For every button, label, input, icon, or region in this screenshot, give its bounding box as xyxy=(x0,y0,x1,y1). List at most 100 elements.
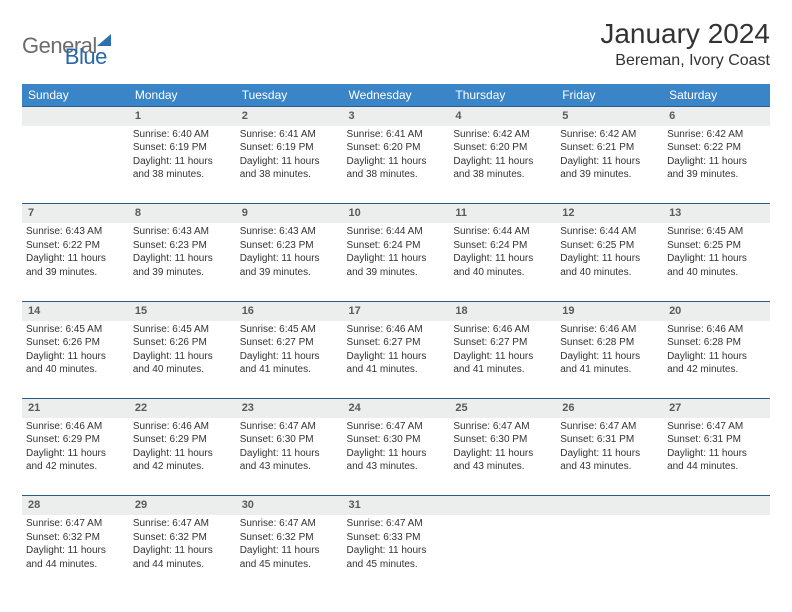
day-cell-line: and 40 minutes. xyxy=(560,266,659,280)
day-cell: Sunrise: 6:44 AMSunset: 6:25 PMDaylight:… xyxy=(556,223,663,301)
day-cell-line: and 43 minutes. xyxy=(347,460,446,474)
day-cell-line: Daylight: 11 hours xyxy=(133,544,232,558)
day-cell: Sunrise: 6:43 AMSunset: 6:23 PMDaylight:… xyxy=(129,223,236,301)
day-cell-line: Sunrise: 6:46 AM xyxy=(347,323,446,337)
day-cell xyxy=(22,126,129,204)
day-cell-line: Sunset: 6:26 PM xyxy=(26,336,125,350)
day-cell-line: Sunset: 6:19 PM xyxy=(240,141,339,155)
day-cell-line: and 41 minutes. xyxy=(453,363,552,377)
day-cell-line: Daylight: 11 hours xyxy=(667,252,766,266)
day-cell-line: Sunrise: 6:45 AM xyxy=(26,323,125,337)
day-cell: Sunrise: 6:42 AMSunset: 6:22 PMDaylight:… xyxy=(663,126,770,204)
day-number: 22 xyxy=(129,399,236,418)
day-cell-line: Daylight: 11 hours xyxy=(453,350,552,364)
day-cell-line: Sunrise: 6:42 AM xyxy=(453,128,552,142)
day-cell: Sunrise: 6:46 AMSunset: 6:27 PMDaylight:… xyxy=(343,321,450,399)
day-number: 31 xyxy=(343,496,450,515)
day-cell xyxy=(556,515,663,593)
day-number: 23 xyxy=(236,399,343,418)
day-cell-line: Sunrise: 6:45 AM xyxy=(667,225,766,239)
day-data-row: Sunrise: 6:45 AMSunset: 6:26 PMDaylight:… xyxy=(22,321,770,399)
day-cell-line: Sunset: 6:21 PM xyxy=(560,141,659,155)
day-number: 4 xyxy=(449,107,556,126)
day-cell: Sunrise: 6:43 AMSunset: 6:22 PMDaylight:… xyxy=(22,223,129,301)
day-number-row: 28293031 xyxy=(22,496,770,515)
day-number: 13 xyxy=(663,204,770,223)
day-cell-line: Daylight: 11 hours xyxy=(560,252,659,266)
day-cell-line: Sunrise: 6:46 AM xyxy=(667,323,766,337)
day-cell-line: Sunrise: 6:46 AM xyxy=(453,323,552,337)
day-cell: Sunrise: 6:46 AMSunset: 6:29 PMDaylight:… xyxy=(129,418,236,496)
day-cell-line: Sunrise: 6:47 AM xyxy=(133,517,232,531)
day-number: 20 xyxy=(663,301,770,320)
day-header: Tuesday xyxy=(236,84,343,107)
title-block: January 2024 Bereman, Ivory Coast xyxy=(600,18,770,70)
day-cell-line: and 39 minutes. xyxy=(240,266,339,280)
day-cell-line: Sunset: 6:31 PM xyxy=(560,433,659,447)
day-cell-line: Sunset: 6:31 PM xyxy=(667,433,766,447)
day-data-row: Sunrise: 6:47 AMSunset: 6:32 PMDaylight:… xyxy=(22,515,770,593)
day-cell-line: Sunrise: 6:47 AM xyxy=(560,420,659,434)
day-cell-line: Daylight: 11 hours xyxy=(347,350,446,364)
day-cell-line: Sunset: 6:19 PM xyxy=(133,141,232,155)
day-cell-line: Sunrise: 6:45 AM xyxy=(133,323,232,337)
day-cell-line: Daylight: 11 hours xyxy=(240,447,339,461)
day-number: 16 xyxy=(236,301,343,320)
day-cell-line: and 40 minutes. xyxy=(667,266,766,280)
day-cell-line: Sunset: 6:27 PM xyxy=(347,336,446,350)
day-header: Thursday xyxy=(449,84,556,107)
day-number: 18 xyxy=(449,301,556,320)
day-cell-line: and 44 minutes. xyxy=(133,558,232,572)
day-header-row: Sunday Monday Tuesday Wednesday Thursday… xyxy=(22,84,770,107)
day-cell-line: Daylight: 11 hours xyxy=(26,350,125,364)
day-number: 1 xyxy=(129,107,236,126)
day-cell-line: Sunrise: 6:40 AM xyxy=(133,128,232,142)
day-cell-line: Daylight: 11 hours xyxy=(560,155,659,169)
day-cell-line: Sunrise: 6:47 AM xyxy=(453,420,552,434)
day-cell: Sunrise: 6:41 AMSunset: 6:19 PMDaylight:… xyxy=(236,126,343,204)
day-cell-line: Sunset: 6:20 PM xyxy=(347,141,446,155)
day-cell-line: and 38 minutes. xyxy=(240,168,339,182)
day-cell-line: and 39 minutes. xyxy=(26,266,125,280)
day-cell-line: Sunset: 6:32 PM xyxy=(133,531,232,545)
day-cell-line: Sunrise: 6:47 AM xyxy=(26,517,125,531)
day-cell: Sunrise: 6:44 AMSunset: 6:24 PMDaylight:… xyxy=(449,223,556,301)
day-number xyxy=(22,107,129,126)
day-cell-line: and 44 minutes. xyxy=(26,558,125,572)
day-number: 19 xyxy=(556,301,663,320)
day-number: 21 xyxy=(22,399,129,418)
day-cell-line: Daylight: 11 hours xyxy=(133,252,232,266)
day-cell: Sunrise: 6:47 AMSunset: 6:32 PMDaylight:… xyxy=(129,515,236,593)
day-cell: Sunrise: 6:41 AMSunset: 6:20 PMDaylight:… xyxy=(343,126,450,204)
day-cell-line: Daylight: 11 hours xyxy=(133,350,232,364)
logo-text-blue: Blue xyxy=(65,44,107,70)
day-number: 28 xyxy=(22,496,129,515)
month-title: January 2024 xyxy=(600,18,770,50)
day-number xyxy=(556,496,663,515)
day-cell: Sunrise: 6:45 AMSunset: 6:26 PMDaylight:… xyxy=(22,321,129,399)
day-cell-line: and 39 minutes. xyxy=(347,266,446,280)
day-cell-line: Sunrise: 6:44 AM xyxy=(560,225,659,239)
day-cell-line: and 38 minutes. xyxy=(133,168,232,182)
day-cell-line: Daylight: 11 hours xyxy=(560,350,659,364)
day-cell-line: Daylight: 11 hours xyxy=(560,447,659,461)
day-cell-line: and 40 minutes. xyxy=(453,266,552,280)
day-cell-line: and 43 minutes. xyxy=(560,460,659,474)
day-cell-line: Sunrise: 6:44 AM xyxy=(453,225,552,239)
day-number: 27 xyxy=(663,399,770,418)
day-cell-line: Daylight: 11 hours xyxy=(453,155,552,169)
day-number: 10 xyxy=(343,204,450,223)
day-cell-line: and 43 minutes. xyxy=(240,460,339,474)
day-number-row: 21222324252627 xyxy=(22,399,770,418)
day-number: 3 xyxy=(343,107,450,126)
day-cell-line: Daylight: 11 hours xyxy=(667,350,766,364)
day-number: 29 xyxy=(129,496,236,515)
day-cell-line: Sunset: 6:24 PM xyxy=(347,239,446,253)
day-cell-line: and 40 minutes. xyxy=(133,363,232,377)
day-cell-line: Sunrise: 6:41 AM xyxy=(347,128,446,142)
day-cell-line: Sunset: 6:30 PM xyxy=(347,433,446,447)
day-cell-line: and 42 minutes. xyxy=(26,460,125,474)
day-number xyxy=(663,496,770,515)
day-cell-line: Daylight: 11 hours xyxy=(347,544,446,558)
day-cell-line: and 45 minutes. xyxy=(240,558,339,572)
